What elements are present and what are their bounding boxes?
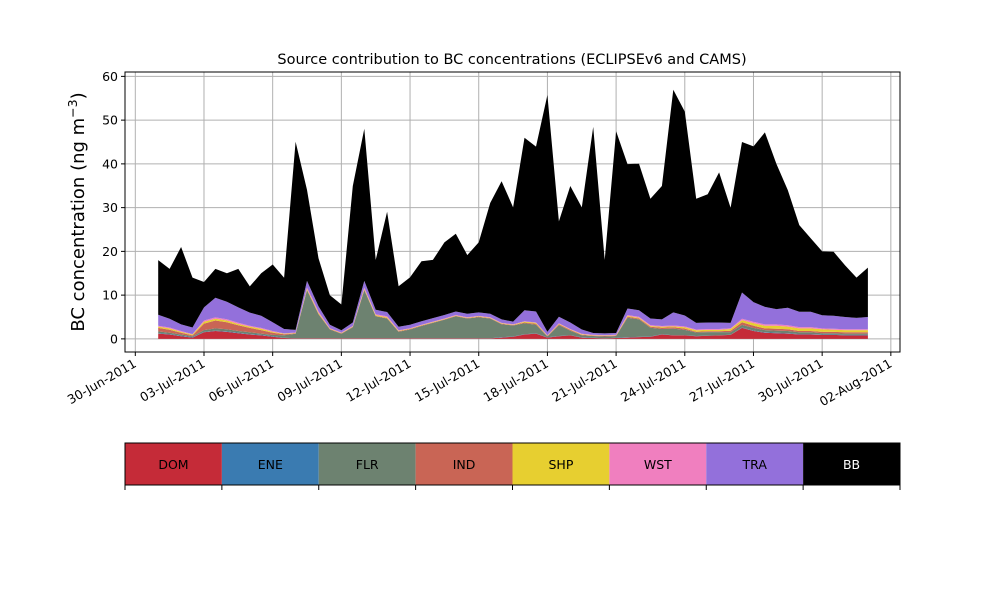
y-tick-label: 50	[102, 113, 118, 128]
area-tra	[158, 280, 868, 336]
legend-label: IND	[453, 457, 476, 472]
area-dom	[158, 327, 868, 339]
legend-label: DOM	[158, 457, 188, 472]
y-tick-label: 10	[102, 288, 118, 303]
x-tick-label: 18-Jul-2011	[481, 356, 551, 405]
legend-swatch-tra	[706, 443, 804, 485]
legend-label: FLR	[356, 457, 379, 472]
y-axis-label-superscript: −3	[65, 99, 80, 117]
y-tick-label: 20	[102, 244, 118, 259]
x-tick-label: 21-Jul-2011	[549, 356, 619, 405]
chart-title: Source contribution to BC concentrations…	[277, 52, 746, 68]
legend-label: ENE	[258, 457, 283, 472]
legend-swatch-bb	[803, 443, 900, 485]
legend-label: TRA	[742, 457, 768, 472]
y-axis-label-close: )	[68, 92, 89, 99]
legend-swatch-dom	[125, 443, 222, 485]
x-tick-label: 02-Aug-2011	[817, 356, 895, 409]
plot-area: 0 10 20 30 40 50 60 30-Jun-201103-Jul-201106-J…	[65, 69, 901, 409]
legend-swatch-ind	[415, 443, 513, 485]
x-tick-label: 09-Jul-2011	[275, 356, 345, 405]
y-axis-label-text: BC concentration (ng m	[68, 118, 89, 332]
legend-label: WST	[644, 457, 672, 472]
legend-swatch-shp	[512, 443, 610, 485]
area-ene	[158, 327, 868, 339]
x-tick-label: 30-Jul-2011	[755, 356, 825, 405]
x-tick-label: 15-Jul-2011	[412, 356, 482, 405]
x-tick-label: 06-Jul-2011	[206, 356, 276, 405]
area-bb	[158, 89, 868, 334]
legend-swatch-flr	[318, 443, 416, 485]
x-ticks: 30-Jun-201103-Jul-201106-Jul-201109-Jul-…	[65, 352, 895, 409]
stacked-areas	[158, 89, 868, 339]
x-tick-label: 12-Jul-2011	[343, 356, 413, 405]
plot-frame	[124, 71, 901, 353]
y-ticks: 0 10 20 30 40 50 60	[102, 69, 125, 346]
area-flr	[158, 290, 868, 339]
y-tick-label: 60	[102, 69, 118, 84]
legend-swatch-ene	[221, 443, 319, 485]
legend-swatch-wst	[609, 443, 707, 485]
colorbar-legend: DOM ENE FLR IND SHP WST TRA BB	[124, 442, 901, 490]
area-ind	[158, 289, 868, 337]
y-tick-label: 30	[102, 200, 118, 215]
x-tick-label: 03-Jul-2011	[137, 356, 207, 405]
x-tick-label: 30-Jun-2011	[65, 356, 139, 407]
legend-label: SHP	[549, 457, 574, 472]
y-tick-label: 40	[102, 156, 118, 171]
x-tick-label: 24-Jul-2011	[618, 356, 688, 405]
x-tick-label: 27-Jul-2011	[687, 356, 757, 405]
y-axis-label: BC concentration (ng m−3)	[65, 92, 89, 331]
y-tick-label: 0	[110, 331, 118, 346]
legend-label: BB	[843, 457, 860, 472]
